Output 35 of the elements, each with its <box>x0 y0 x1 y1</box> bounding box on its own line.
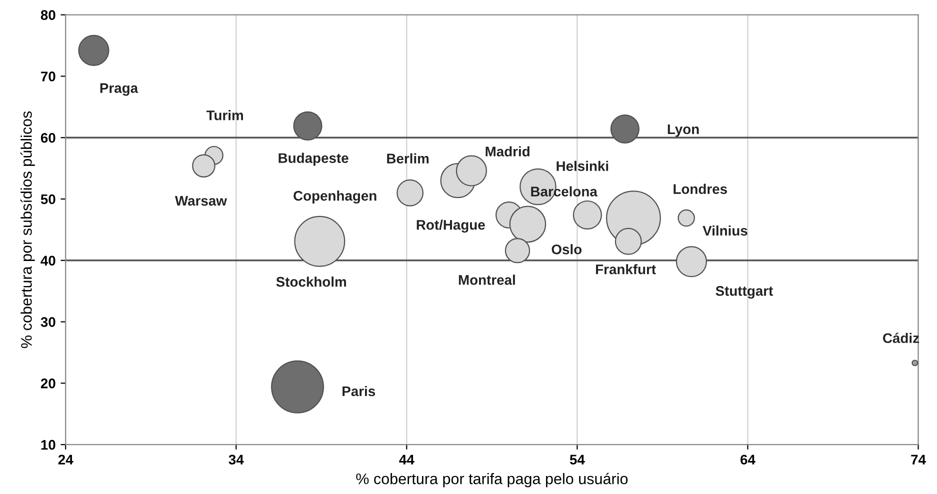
series-label: Berlim <box>387 153 429 164</box>
y-tick-label: 70 <box>41 72 56 82</box>
x-tick-label: 64 <box>740 454 756 465</box>
series-label: Frankfurt <box>596 264 656 274</box>
text: Lyon <box>668 124 699 137</box>
series-label: Montreal <box>458 274 515 285</box>
series-label: Budapeste <box>278 152 348 166</box>
y-axis-title: % cobertura por subsídios públicos <box>20 111 35 348</box>
y-tick-label: 40 <box>40 256 56 266</box>
series-label: Cádiz <box>883 332 919 344</box>
series-label: Oslo <box>552 244 582 254</box>
series-label: Copenhagen <box>294 190 376 204</box>
x-tick-label: 74 <box>911 454 926 464</box>
x-tick-label: 24 <box>58 454 74 464</box>
x-tick-label: 34 <box>228 454 244 465</box>
series-label: Turim <box>206 110 243 120</box>
x-tick-label: 44 <box>399 454 414 464</box>
series-label: Helsinki <box>556 160 608 172</box>
y-tick-label: 60 <box>40 132 56 143</box>
series-label: Stockholm <box>276 276 346 287</box>
y-tick-label: 20 <box>40 378 56 388</box>
series-label: Warsaw <box>174 196 227 206</box>
x-tick-label: 54 <box>570 454 585 465</box>
y-tick-label: 80 <box>40 10 56 20</box>
x-axis-title: % cobertura por tarifa paga pelo usuário <box>356 472 628 488</box>
series-label: Vilnius <box>702 225 748 236</box>
y-tick-label: 30 <box>40 317 56 327</box>
y-tick-label: 10 <box>41 440 56 450</box>
y-tick-label: 50 <box>40 194 56 204</box>
series-label: Praga <box>100 83 138 96</box>
series-label: Madrid <box>486 146 530 156</box>
series-label: Paris <box>342 386 376 396</box>
series-label: Londres <box>674 184 727 194</box>
series-label: Rot/Hague <box>416 220 485 233</box>
series-label: Stuttgart <box>716 286 773 299</box>
